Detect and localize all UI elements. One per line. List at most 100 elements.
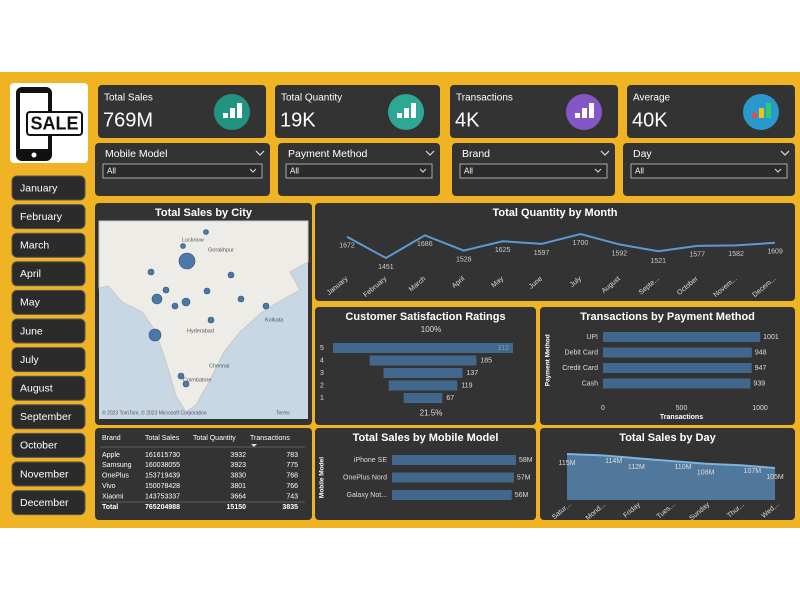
map-city-label: Coimbatore	[183, 377, 211, 383]
table-cell: Vivo	[102, 483, 116, 490]
table-cell: OnePlus	[102, 473, 129, 480]
x-tick-label: 1000	[752, 405, 768, 412]
map-city-label: Hyderabad	[187, 328, 214, 334]
map-city-label: Kolkata	[265, 317, 284, 323]
kpi-value: 40K	[632, 109, 668, 131]
slicer-chevron	[600, 150, 610, 156]
table-cell: Apple	[102, 452, 120, 459]
area-line	[566, 453, 776, 469]
category-label: iPhone SE	[354, 457, 387, 464]
chart-title: Total Quantity by Month	[492, 207, 617, 219]
table-cell: 3801	[230, 483, 246, 490]
logo-text: SALE	[30, 113, 78, 133]
slicer-label: Payment Method	[288, 148, 368, 160]
slicer-selection: All	[290, 167, 299, 176]
data-label: 1582	[728, 251, 744, 258]
bar	[392, 455, 516, 465]
data-label: 114M	[605, 458, 622, 465]
slicer-chevron	[425, 150, 435, 156]
data-label: 56M	[515, 492, 529, 499]
bar	[603, 332, 761, 342]
slicer-dropdown[interactable]	[285, 163, 433, 179]
dropdown-chevron	[774, 168, 782, 173]
bar	[603, 363, 752, 373]
data-label: 105M	[766, 474, 784, 481]
funnel-top-label: 100%	[421, 325, 441, 334]
map-bubble	[171, 302, 179, 310]
kpi-icon-bar	[397, 113, 402, 118]
month-button[interactable]	[11, 318, 86, 344]
map-bubble	[182, 380, 190, 388]
table-cell: 783	[286, 452, 298, 459]
slicer-selection: All	[635, 167, 644, 176]
kpi-label: Transactions	[456, 93, 513, 104]
chart-title: Total Sales by Day	[619, 432, 716, 444]
bar	[603, 378, 751, 389]
phone-button	[31, 152, 37, 158]
table-panel	[95, 428, 312, 520]
data-label: 1700	[573, 240, 589, 247]
data-label: 115M	[559, 460, 576, 467]
slicer-dropdown[interactable]	[630, 163, 788, 179]
slicer-label: Day	[633, 148, 652, 160]
data-label: 137	[467, 370, 479, 377]
table-cell: 3830	[230, 473, 246, 480]
month-button[interactable]	[11, 404, 86, 430]
month-button[interactable]	[11, 175, 86, 201]
month-button[interactable]	[11, 289, 86, 315]
y-axis-title: Payment Method	[545, 334, 552, 386]
map-bubble	[177, 372, 185, 380]
category-label: Galaxy Not...	[347, 492, 388, 499]
map-terms: Terms	[276, 410, 290, 416]
category-label: Cash	[582, 380, 598, 387]
table-total-cell: 15150	[227, 504, 247, 511]
data-label: 1001	[763, 334, 779, 341]
category-label: UPI	[586, 334, 598, 341]
kpi-value: 19K	[280, 109, 316, 131]
map-bubble	[181, 297, 191, 307]
map-bubble	[203, 287, 211, 295]
kpi-icon-bar	[582, 108, 587, 118]
table-header: Transactions	[250, 435, 290, 442]
month-button[interactable]	[11, 204, 86, 230]
data-label: 1672	[339, 243, 355, 250]
slicer-selection: All	[464, 167, 473, 176]
month-button[interactable]	[11, 261, 86, 287]
data-label: 1625	[495, 247, 511, 254]
month-label: May	[20, 297, 41, 309]
month-button[interactable]	[11, 232, 86, 258]
month-button[interactable]	[11, 490, 86, 516]
map-city-label: Gorakhpur	[208, 247, 234, 253]
data-label: 1451	[378, 264, 394, 271]
chart-title: Total Sales by Mobile Model	[353, 432, 499, 444]
data-label: 58M	[519, 457, 533, 464]
kpi-icon-bar	[759, 108, 764, 118]
map-bubble	[147, 268, 155, 276]
slicer-chevron	[780, 150, 790, 156]
month-button[interactable]	[11, 375, 86, 401]
bar	[603, 347, 752, 358]
slicer-dropdown[interactable]	[102, 163, 263, 179]
month-label: March	[20, 239, 49, 251]
data-label: 1528	[456, 256, 472, 263]
category-label: 5	[320, 345, 324, 352]
slicer-dropdown[interactable]	[459, 163, 608, 179]
map-bubble	[227, 271, 235, 279]
sort-arrow	[251, 444, 257, 447]
map-attribution: © 2023 TomTom, © 2023 Microsoft Corporat…	[102, 409, 207, 416]
bar	[392, 490, 512, 500]
kpi-icon-bar	[766, 103, 771, 118]
table-total-cell: 765204988	[145, 504, 180, 511]
category-label: OnePlus Nord	[343, 474, 387, 481]
category-label: 4	[320, 357, 324, 364]
data-label: 119	[461, 382, 472, 389]
slicer-label: Mobile Model	[105, 148, 167, 160]
table-cell: 3932	[230, 452, 246, 459]
month-button[interactable]	[11, 461, 86, 487]
month-button[interactable]	[11, 347, 86, 373]
map-bubble	[237, 295, 245, 303]
data-label: 1577	[689, 252, 705, 259]
chart-panel	[315, 307, 536, 425]
month-button[interactable]	[11, 432, 86, 458]
